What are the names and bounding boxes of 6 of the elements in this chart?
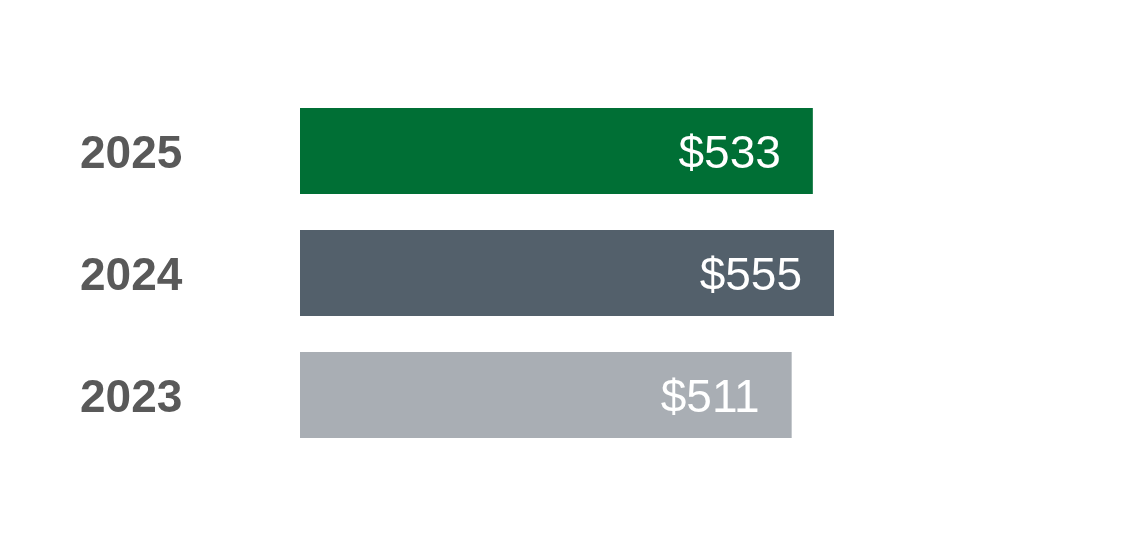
y-tick-label: 2025 xyxy=(80,125,183,178)
y-tick-label: 2024 xyxy=(80,247,183,300)
data-label: $555 xyxy=(699,247,802,300)
data-label: $533 xyxy=(678,125,781,178)
data-label: $511 xyxy=(660,369,760,422)
y-tick-label: 2023 xyxy=(80,369,183,422)
